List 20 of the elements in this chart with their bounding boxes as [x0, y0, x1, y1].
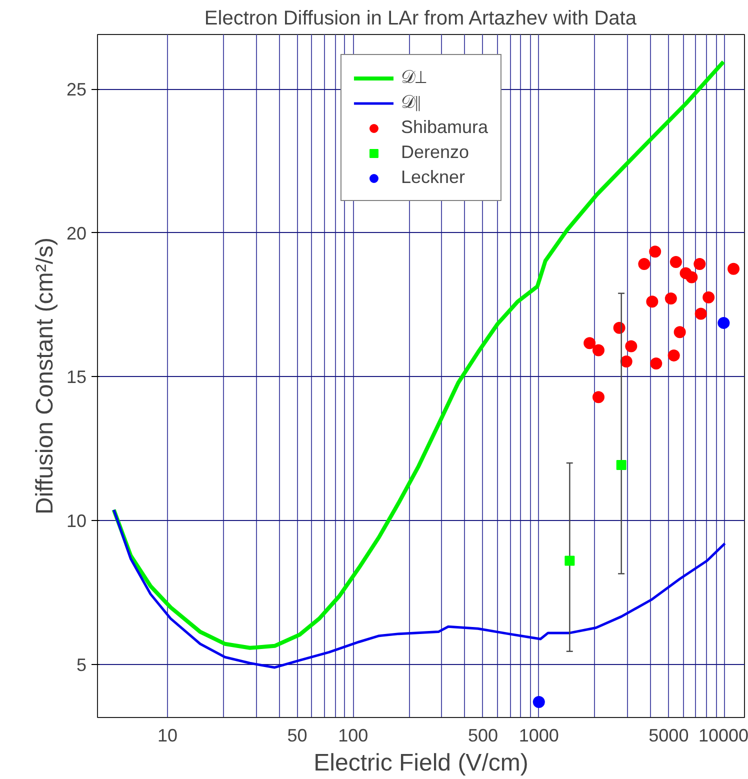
legend-label: 𝒟⊥ [400, 67, 427, 88]
x-axis-title: Electric Field (V/cm) [314, 750, 528, 776]
chart-title: Electron Diffusion in LAr from Artazhev with Data [204, 8, 638, 30]
y-tick-label: 15 [66, 367, 87, 388]
legend-label: Derenzo [400, 142, 470, 163]
y-tick-label: 10 [66, 511, 87, 532]
y-tick-label: 5 [76, 654, 87, 675]
legend-label: 𝒟∥ [400, 92, 421, 113]
y-tick-label: 25 [66, 80, 87, 100]
legend-label: Leckner [400, 167, 466, 188]
x-tick-label: 1000 [518, 726, 559, 746]
x-tick-label: 500 [468, 726, 498, 746]
x-tick-label: 10000 [698, 726, 748, 746]
legend-label: Shibamura [400, 117, 488, 138]
x-tick-label: 50 [287, 726, 308, 746]
y-axis-title: Diffusion Constant (cm²/s) [31, 238, 58, 514]
y-tick-label: 20 [66, 223, 87, 244]
x-tick-label: 5000 [648, 726, 689, 746]
x-tick-label: 10 [157, 726, 178, 746]
x-tick-label: 100 [338, 726, 368, 746]
